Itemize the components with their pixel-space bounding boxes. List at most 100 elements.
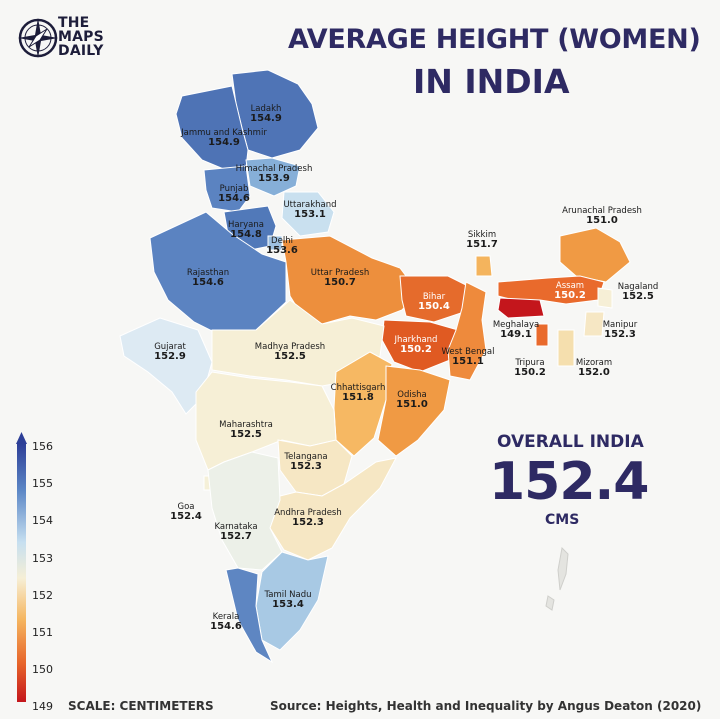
region-label: Madhya Pradesh 152.5 <box>255 342 325 362</box>
region-label: Uttar Pradesh 150.7 <box>311 268 369 288</box>
legend-tick: 151 <box>32 626 53 639</box>
region-label: Gujarat 152.9 <box>154 342 186 362</box>
region-value: 152.9 <box>154 351 186 362</box>
region-label: Rajasthan 154.6 <box>187 268 229 288</box>
region-manipur <box>583 311 605 337</box>
region-name: Jammu and Kashmir <box>181 128 267 138</box>
region-label: Sikkim 151.7 <box>466 230 498 250</box>
region-value: 152.3 <box>290 461 322 472</box>
region-value: 153.9 <box>258 173 290 184</box>
region-value: 151.8 <box>342 392 374 403</box>
region-bihar <box>399 275 469 323</box>
legend-scale-bar <box>17 444 26 702</box>
region-label: Mizoram 152.0 <box>576 358 612 378</box>
region-uttar-pradesh <box>281 235 419 325</box>
andaman-islands <box>545 546 569 611</box>
region-name: Chhattisgarh <box>330 383 386 393</box>
region-value: 149.1 <box>500 329 532 340</box>
region-name: Karnataka <box>214 522 258 532</box>
region-value: 151.0 <box>586 215 618 226</box>
region-label: Tamil Nadu 153.4 <box>264 590 311 610</box>
region-value: 154.6 <box>210 621 242 632</box>
region-label: Kerala 154.6 <box>210 612 242 632</box>
region-label: Haryana 154.8 <box>228 220 264 240</box>
region-name: Gujarat <box>154 342 186 352</box>
region-name: Manipur <box>602 320 638 330</box>
region-label: Bihar 150.4 <box>418 292 450 312</box>
region-name: Arunachal Pradesh <box>562 206 642 216</box>
region-nagaland <box>597 287 613 309</box>
region-delhi <box>267 235 283 251</box>
brand-line-3: DAILY <box>58 43 104 59</box>
region-name: Tamil Nadu <box>264 590 312 600</box>
region-value: 152.3 <box>604 329 636 340</box>
brand-line-2: MAPS <box>58 29 104 45</box>
legend-arrow-up-icon <box>16 432 27 444</box>
legend-tick: 149 <box>32 700 53 714</box>
region-west-bengal <box>447 281 487 381</box>
region-label: Ladakh 154.9 <box>250 104 282 124</box>
region-value: 154.8 <box>230 229 262 240</box>
region-label: Goa 152.4 <box>170 502 202 522</box>
region-name: Maharashtra <box>219 420 273 430</box>
region-name: Nagaland <box>617 282 659 292</box>
region-value: 154.6 <box>218 193 250 204</box>
region-value: 151.7 <box>466 239 498 250</box>
region-value: 150.2 <box>400 344 432 355</box>
overall-unit: CMS <box>545 512 580 528</box>
region-value: 151.1 <box>452 356 484 367</box>
region-madhya-pradesh <box>211 299 385 387</box>
region-name: Punjab <box>219 184 249 194</box>
region-odisha <box>377 365 451 457</box>
region-value: 150.4 <box>418 301 450 312</box>
region-mizoram <box>557 329 575 367</box>
region-name: Odisha <box>397 390 427 400</box>
region-value: 152.0 <box>578 367 610 378</box>
region-value: 151.0 <box>396 399 428 410</box>
region-jharkhand <box>381 319 459 373</box>
region-karnataka <box>207 451 283 571</box>
region-label: West Bengal 151.1 <box>441 347 494 367</box>
overall-label: OVERALL INDIA <box>497 432 644 452</box>
region-name: Telangana <box>284 452 328 462</box>
region-label: Jharkhand 150.2 <box>395 335 438 355</box>
region-value: 153.6 <box>266 245 298 256</box>
region-value: 154.9 <box>250 113 282 124</box>
region-name: Kerala <box>212 612 240 622</box>
region-label: Punjab 154.6 <box>218 184 250 204</box>
region-name: Uttar Pradesh <box>310 268 370 278</box>
source-citation: Source: Heights, Health and Inequality b… <box>270 699 702 713</box>
region-label: Andhra Pradesh 152.3 <box>274 508 342 528</box>
region-label: Odisha 151.0 <box>396 390 428 410</box>
region-name: West Bengal <box>441 347 495 357</box>
region-sikkim <box>475 255 493 277</box>
region-value: 150.7 <box>324 277 356 288</box>
region-name: Assam <box>555 281 585 291</box>
region-value: 150.2 <box>514 367 546 378</box>
region-value: 153.4 <box>272 599 304 610</box>
region-label: Tripura 150.2 <box>514 358 546 378</box>
brand-name: THE MAPS DAILY <box>58 16 104 58</box>
region-value: 152.5 <box>230 429 262 440</box>
compass-logo-icon <box>18 18 58 58</box>
region-kerala <box>225 567 274 664</box>
region-label: Chhattisgarh 151.8 <box>331 383 386 403</box>
region-label: Himachal Pradesh 153.9 <box>236 164 313 184</box>
overall-value: 152.4 <box>489 452 649 512</box>
legend-tick: 154 <box>32 514 53 528</box>
region-rajasthan <box>149 211 287 337</box>
region-name: Madhya Pradesh <box>254 342 326 352</box>
region-name: Uttarakhand <box>283 200 337 210</box>
region-name: Himachal Pradesh <box>235 164 313 174</box>
region-name: Jharkhand <box>394 335 438 345</box>
legend-tick: 155 <box>32 477 53 491</box>
region-value: 152.3 <box>292 517 324 528</box>
region-gujarat <box>119 317 213 415</box>
legend-tick: 152 <box>32 588 53 602</box>
region-value: 150.2 <box>554 290 586 301</box>
region-name: Meghalaya <box>492 320 540 330</box>
region-name: Rajasthan <box>186 268 230 278</box>
region-label: Delhi 153.6 <box>266 236 298 256</box>
